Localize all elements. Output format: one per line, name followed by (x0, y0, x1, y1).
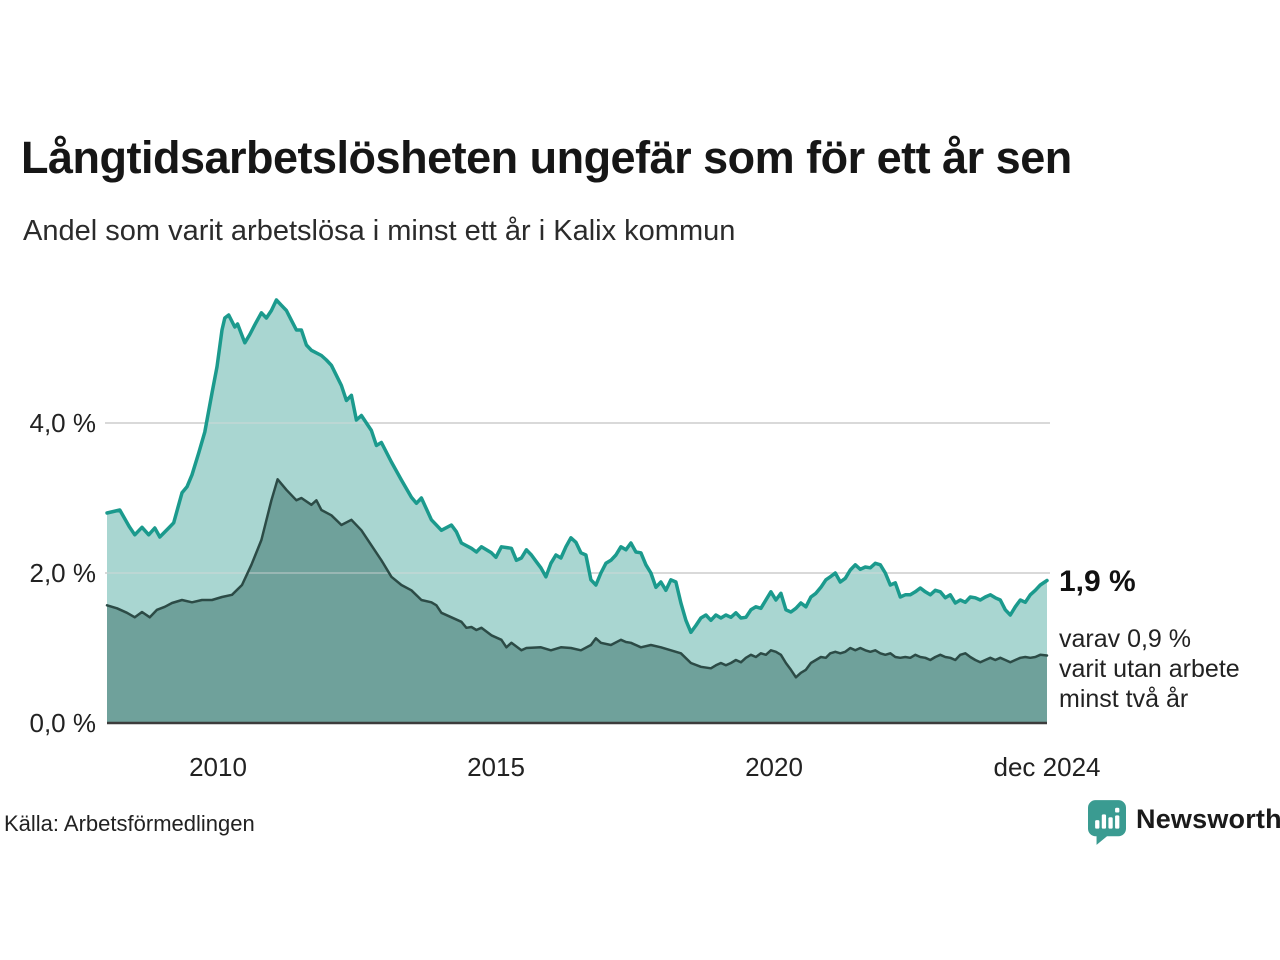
y-axis-tick-label: 0,0 % (29, 708, 97, 738)
newsworthy-logo-text: Newsworthy (1136, 804, 1280, 834)
source-label: Källa: Arbetsförmedlingen (4, 811, 255, 836)
detail-annotation-line: minst två år (1059, 685, 1189, 713)
page-title: Långtidsarbetslösheten ungefär som för e… (21, 132, 1072, 183)
detail-annotation-line: varit utan arbete (1059, 655, 1240, 683)
y-axis-tick-label: 4,0 % (29, 408, 97, 438)
current-value-annotation: 1,9 % (1059, 565, 1136, 598)
newsworthy-logo: Newsworthy (1088, 800, 1280, 845)
x-axis-tick-label: 2015 (467, 752, 525, 782)
x-axis-labels: 2010 2015 2020 dec 2024 (0, 752, 1280, 792)
x-axis-tick-label: 2010 (189, 752, 247, 782)
detail-annotation-line: varav 0,9 % (1059, 625, 1192, 653)
x-axis-tick-label: dec 2024 (993, 752, 1101, 782)
newsworthy-bubble-chart-icon (1088, 800, 1126, 845)
x-axis-tick-label: 2020 (745, 752, 803, 782)
page-subtitle: Andel som varit arbetslösa i minst ett å… (23, 215, 736, 247)
series-line (105, 478, 1049, 679)
area-fill (107, 479, 1047, 723)
series-line (105, 298, 1049, 635)
detail-annotation: varav 0,9 % varit utan arbete minst två … (1059, 624, 1280, 714)
y-axis-tick-label: 2,0 % (29, 558, 97, 588)
y-axis-labels: 0,0 % 2,0 % 4,0 % (0, 0, 97, 960)
